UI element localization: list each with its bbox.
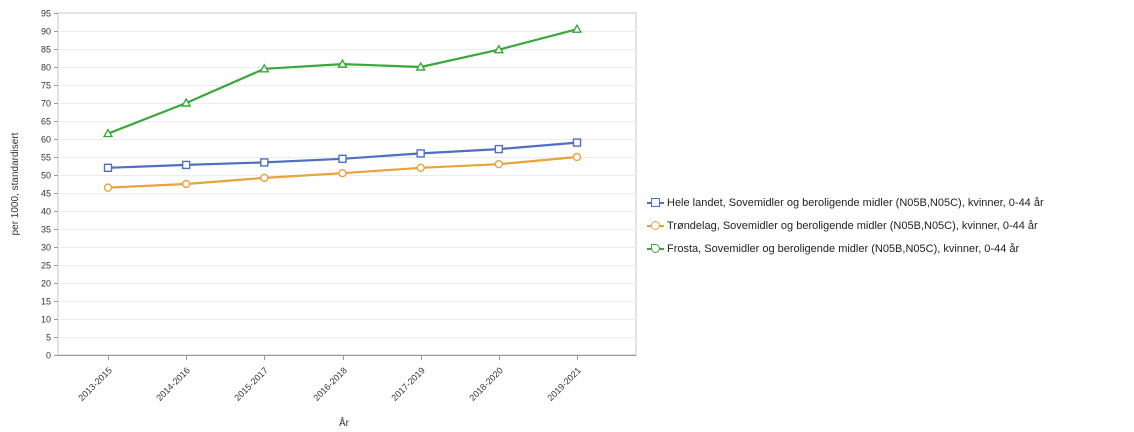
- legend-marker-circle-icon: [647, 220, 664, 231]
- data-point: [493, 44, 505, 54]
- data-point: [338, 154, 347, 164]
- y-axis: 0 5 10 15 20 25 30 35 40 45 50 55 60 65 70 75 80 85 90 95: [41, 9, 58, 361]
- data-point: [181, 160, 191, 170]
- y-tick-label: 80: [41, 63, 51, 73]
- x-tick-label: 2017-2019: [389, 365, 427, 403]
- data-point: [416, 149, 425, 158]
- y-tick-label: 20: [41, 279, 51, 289]
- data-point: [338, 168, 347, 178]
- y-tick-label: 85: [41, 45, 51, 55]
- data-point: [103, 163, 113, 173]
- x-axis-title: År: [339, 416, 350, 429]
- y-tick-label: 65: [41, 117, 51, 127]
- x-tick-label: 2013-2015: [76, 365, 114, 403]
- legend-label: Frosta, Sovemidler og beroligende midler…: [667, 242, 1020, 255]
- x-tick-label: 2019-2021: [545, 365, 583, 403]
- x-tick-label: 2015-2017: [232, 365, 270, 403]
- plot-area: [57, 12, 637, 356]
- y-tick-label: 95: [41, 9, 51, 19]
- grid-lines: [58, 31, 636, 338]
- legend-label: Trøndelag, Sovemidler og beroligende mid…: [667, 219, 1038, 232]
- data-point: [180, 97, 192, 107]
- y-tick-label: 75: [41, 81, 51, 91]
- data-point: [415, 61, 426, 71]
- y-tick-label: 25: [41, 261, 51, 271]
- legend-label: Hele landet, Sovemidler og beroligende m…: [667, 196, 1044, 209]
- legend-marker-square-icon: [647, 197, 664, 208]
- data-point: [181, 179, 191, 189]
- data-point: [572, 138, 582, 147]
- y-tick-label: 60: [41, 135, 51, 145]
- y-tick-label: 15: [41, 297, 51, 307]
- y-tick-label: 50: [41, 171, 51, 181]
- data-point: [102, 128, 114, 138]
- data-point: [571, 23, 583, 33]
- data-point: [337, 58, 348, 68]
- y-tick-label: 90: [41, 27, 51, 37]
- data-point: [494, 159, 504, 169]
- x-tick-label: 2014-2016: [154, 365, 192, 403]
- series-layer: [102, 23, 583, 192]
- y-tick-label: 70: [41, 99, 51, 109]
- data-point: [494, 144, 504, 154]
- legend-item-hele-landet[interactable]: Hele landet, Sovemidler og beroligende m…: [647, 191, 1044, 214]
- series-1: [103, 152, 582, 192]
- y-tick-label: 30: [41, 243, 51, 253]
- y-tick-label: 45: [41, 189, 51, 199]
- y-axis-title: per 1000, standardisert: [10, 132, 21, 235]
- data-point: [260, 173, 269, 183]
- legend-item-trondelag[interactable]: Trøndelag, Sovemidler og beroligende mid…: [647, 214, 1044, 237]
- data-point: [259, 63, 270, 73]
- legend-item-frosta[interactable]: Frosta, Sovemidler og beroligende midler…: [647, 237, 1044, 260]
- series-2: [102, 23, 583, 138]
- data-point: [572, 152, 582, 162]
- y-tick-label: 40: [41, 207, 51, 217]
- data-point: [103, 183, 113, 192]
- x-tick-label: 2016-2018: [311, 365, 349, 403]
- data-point: [260, 158, 269, 167]
- series-0: [103, 138, 582, 173]
- x-tick-label: 2018-2020: [467, 365, 505, 403]
- y-tick-label: 5: [46, 333, 51, 343]
- legend-marker-triangle-icon: [647, 243, 664, 254]
- y-tick-label: 0: [46, 351, 51, 361]
- x-axis: 2013-2015 2014-2016 2015-2017 2016-2018 2017…: [58, 355, 636, 403]
- y-tick-label: 10: [41, 315, 51, 325]
- legend: Hele landet, Sovemidler og beroligende m…: [647, 191, 1044, 260]
- y-tick-label: 55: [41, 153, 51, 163]
- data-point: [416, 163, 425, 173]
- y-tick-label: 35: [41, 225, 51, 235]
